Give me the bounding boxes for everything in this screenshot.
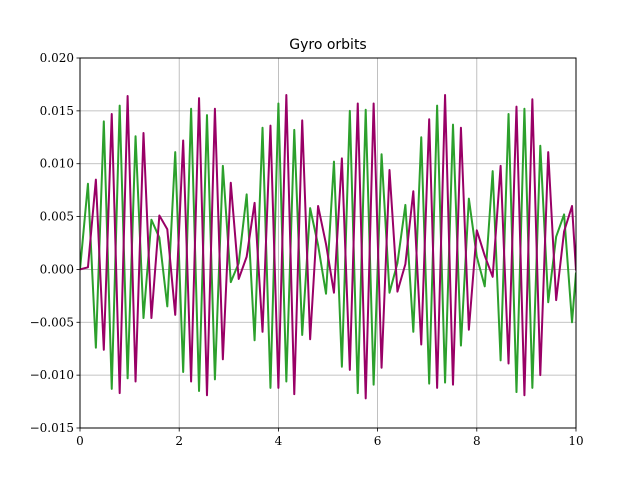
y-tick-label: −0.010 (30, 368, 74, 382)
y-tick-label: 0.010 (40, 157, 74, 171)
plot-area (80, 94, 576, 400)
x-axis: 0 2 4 6 8 10 (76, 428, 584, 448)
y-tick-label: 0.020 (40, 51, 74, 65)
series-line-1 (80, 102, 576, 395)
y-tick-label: −0.015 (30, 421, 74, 435)
y-tick-label: 0.005 (40, 210, 74, 224)
chart-title: Gyro orbits (289, 37, 366, 53)
y-tick-label: 0.000 (40, 262, 74, 276)
x-tick-label: 4 (275, 434, 283, 448)
series-layer (80, 94, 576, 400)
x-tick-label: 0 (76, 434, 84, 448)
x-tick-label: 10 (568, 434, 583, 448)
series-line-2 (80, 94, 576, 400)
x-tick-label: 2 (175, 434, 183, 448)
x-tick-label: 8 (473, 434, 481, 448)
y-tick-label: 0.015 (40, 104, 74, 118)
y-tick-label: −0.005 (30, 315, 74, 329)
x-tick-label: 6 (374, 434, 382, 448)
y-axis: −0.015 −0.010 −0.005 0.000 0.005 0.010 0.015 0.… (30, 51, 80, 435)
axes-frame (79, 57, 577, 429)
